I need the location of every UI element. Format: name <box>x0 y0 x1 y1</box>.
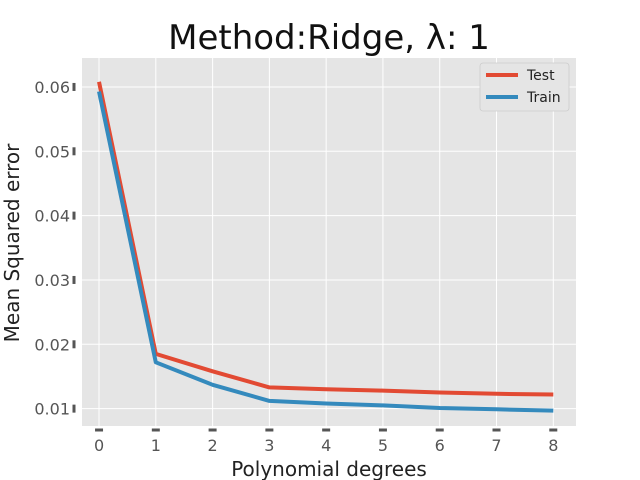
x-tick-label: 8 <box>548 436 558 455</box>
x-tick-label: 3 <box>264 436 274 455</box>
x-tick-label: 5 <box>378 436 388 455</box>
y-tick-label: 0.01 <box>34 400 70 419</box>
y-tick-label: 0.06 <box>34 78 70 97</box>
y-tick-label: 0.05 <box>34 142 70 161</box>
x-tick-label: 4 <box>321 436 331 455</box>
series-line-test <box>97 81 554 397</box>
x-tick-label: 7 <box>491 436 501 455</box>
x-tick-label: 0 <box>94 436 104 455</box>
ticks: 0 1 2 3 4 5 6 7 8 0.01 0.02 0.03 0.04 0.05 0.06 <box>34 78 558 455</box>
series-line-train <box>97 91 554 413</box>
legend-label-train: Train <box>526 90 561 106</box>
y-tick-label: 0.04 <box>34 207 70 226</box>
series-layer <box>97 81 554 413</box>
legend-label-test: Test <box>526 68 555 84</box>
x-axis-label: Polynomial degrees <box>231 457 427 480</box>
x-tick-label: 2 <box>208 436 218 455</box>
y-tick-label: 0.02 <box>34 335 70 354</box>
y-tick-label: 0.03 <box>34 271 70 290</box>
y-axis-label: Mean Squared error <box>0 143 24 343</box>
x-tick-label: 6 <box>435 436 445 455</box>
chart-title: Method:Ridge, λ: 1 <box>168 18 490 58</box>
legend: Test Train <box>479 62 570 112</box>
x-tick-label: 1 <box>151 436 161 455</box>
